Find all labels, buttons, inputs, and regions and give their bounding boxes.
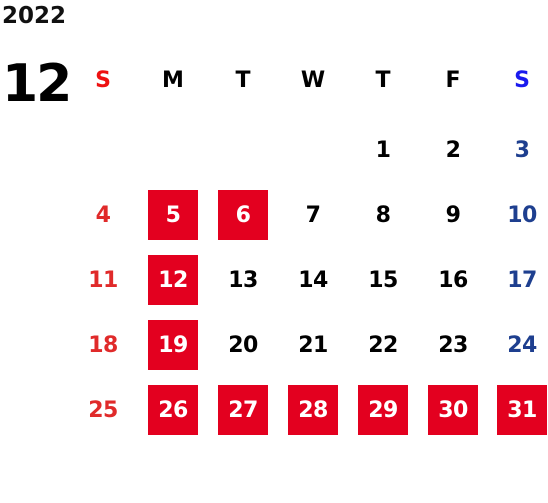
day-cell[interactable]: 25: [88, 397, 118, 423]
day-cell[interactable]: 2: [445, 137, 461, 163]
highlighted-day-cell[interactable]: 19: [148, 320, 198, 370]
weekday-header: T: [235, 68, 251, 93]
weekday-header: W: [300, 68, 326, 93]
highlighted-day-cell[interactable]: 6: [218, 190, 268, 240]
day-cell[interactable]: 14: [298, 267, 328, 293]
weekday-header: S: [95, 68, 111, 93]
day-cell[interactable]: 9: [445, 202, 461, 228]
day-cell[interactable]: 11: [88, 267, 118, 293]
day-cell[interactable]: 21: [298, 332, 328, 358]
day-cell[interactable]: 23: [438, 332, 468, 358]
day-cell[interactable]: 3: [514, 137, 530, 163]
weekday-header: T: [375, 68, 391, 93]
day-cell[interactable]: 1: [375, 137, 391, 163]
month-number: 12: [2, 54, 72, 114]
highlighted-day-cell[interactable]: 29: [358, 385, 408, 435]
weekday-header: S: [514, 68, 530, 93]
day-cell[interactable]: 4: [95, 202, 111, 228]
day-cell[interactable]: 17: [507, 267, 537, 293]
highlighted-day-cell[interactable]: 30: [428, 385, 478, 435]
day-cell[interactable]: 16: [438, 267, 468, 293]
weekday-header: F: [445, 68, 461, 93]
day-cell[interactable]: 13: [228, 267, 258, 293]
highlighted-day-cell[interactable]: 27: [218, 385, 268, 435]
day-cell[interactable]: 24: [507, 332, 537, 358]
highlighted-day-cell[interactable]: 26: [148, 385, 198, 435]
highlighted-day-cell[interactable]: 28: [288, 385, 338, 435]
highlighted-day-cell[interactable]: 12: [148, 255, 198, 305]
day-cell[interactable]: 7: [305, 202, 321, 228]
day-cell[interactable]: 20: [228, 332, 258, 358]
highlighted-day-cell[interactable]: 31: [497, 385, 547, 435]
highlighted-day-cell[interactable]: 5: [148, 190, 198, 240]
weekday-header: M: [162, 68, 184, 93]
day-cell[interactable]: 22: [368, 332, 398, 358]
day-cell[interactable]: 8: [375, 202, 391, 228]
day-cell[interactable]: 18: [88, 332, 118, 358]
year-label: 2022: [2, 3, 67, 29]
day-cell[interactable]: 15: [368, 267, 398, 293]
day-cell[interactable]: 10: [507, 202, 537, 228]
